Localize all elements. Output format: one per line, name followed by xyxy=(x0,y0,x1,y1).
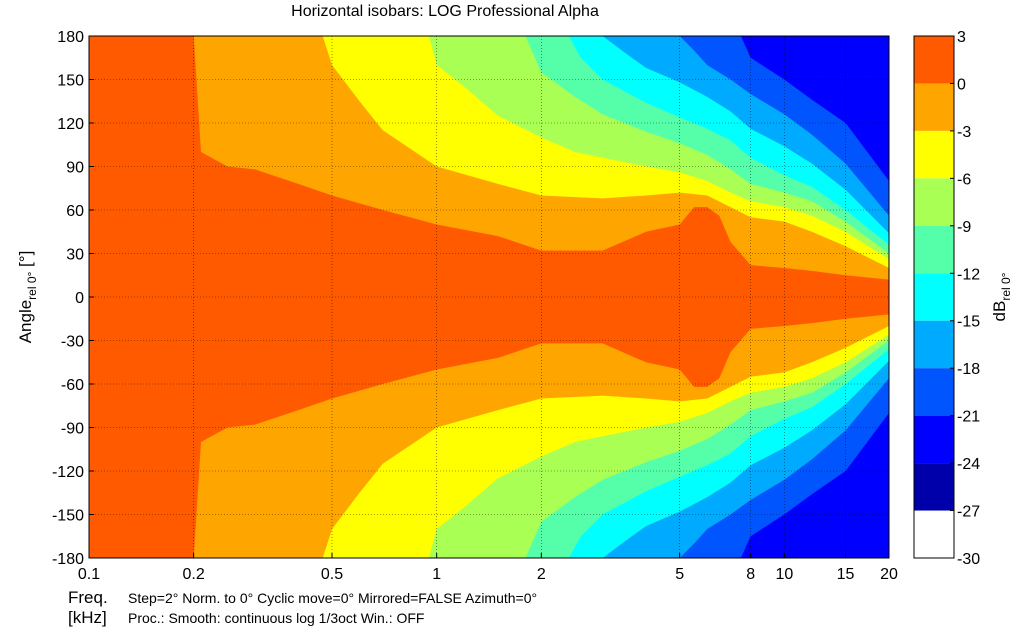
x-tick-label: 0.5 xyxy=(321,566,343,583)
band-lower--24 xyxy=(89,413,889,558)
y-tick-label: 120 xyxy=(57,116,84,133)
y-tick-label: -60 xyxy=(61,377,84,394)
colorbar-band xyxy=(914,368,954,416)
colorbar-tick-label: 3 xyxy=(957,29,966,46)
x-tick-label: 15 xyxy=(837,566,855,583)
y-tick-label: 30 xyxy=(66,247,84,264)
x-tick-label: 1 xyxy=(432,566,441,583)
colorbar-label: dBrel 0° xyxy=(990,272,1013,321)
colorbar-tick-label: -27 xyxy=(957,504,980,521)
y-tick-label: -180 xyxy=(52,551,84,568)
footer-info: Freq. Step=2° Norm. to 0° Cyclic move=0° … xyxy=(68,588,537,628)
x-tick-label: 0.1 xyxy=(78,566,100,583)
y-tick-label: -30 xyxy=(61,334,84,351)
y-tick-label: 60 xyxy=(66,203,84,220)
colorbar-tick-label: -18 xyxy=(957,361,980,378)
grid-lines xyxy=(89,36,889,558)
band-upper--18 xyxy=(89,36,889,234)
x-tick-label: 0.2 xyxy=(183,566,205,583)
x-tick-label: 20 xyxy=(880,566,898,583)
colorbar-tick-label: -9 xyxy=(957,219,971,236)
y-tick-label: 180 xyxy=(57,29,84,46)
x-tick-label: 2 xyxy=(537,566,546,583)
footer-settings-line: Step=2° Norm. to 0° Cyclic move=0° Mirro… xyxy=(128,590,538,606)
y-tick-label: -90 xyxy=(61,421,84,438)
colorbar-band xyxy=(914,463,954,511)
colorbar-tick-label: -21 xyxy=(957,409,980,426)
band-upper--15 xyxy=(89,36,889,245)
colorbar-tick-label: -12 xyxy=(957,266,980,283)
y-tick-label: 90 xyxy=(66,160,84,177)
x-tick-label: 5 xyxy=(675,566,684,583)
x-tick-label: 10 xyxy=(775,566,793,583)
colorbar-frame xyxy=(913,35,955,559)
band-lower--18 xyxy=(89,360,889,558)
colorbar-band xyxy=(914,273,954,321)
colorbar-band xyxy=(914,130,954,179)
footer-processing-line: Proc.: Smooth: continuous log 1/3oct Win… xyxy=(128,610,425,626)
colorbar-tick-label: -6 xyxy=(957,171,971,188)
colorbar-band xyxy=(914,225,954,274)
y-tick-label: 150 xyxy=(57,73,84,90)
y-axis: 180 150 120 90 60 30 0 -30 -60 -90 -120 -150 -180 xyxy=(52,29,94,568)
colorbar-band xyxy=(914,36,954,84)
colorbar-band xyxy=(914,178,954,226)
colorbar: 3 0 -3 -6 -9 -12 -15 -18 -21 -24 -27 -30 xyxy=(913,29,980,568)
colorbar-band xyxy=(914,415,954,464)
y-tick-label: 0 xyxy=(75,290,84,307)
band-upper--24 xyxy=(89,36,889,181)
y-axis-label: Anglerel 0° [°] xyxy=(16,251,39,344)
x-tick-label: 8 xyxy=(746,566,755,583)
y-tick-label: -150 xyxy=(52,508,84,525)
colorbar-band xyxy=(914,320,954,369)
y-tick-label: -120 xyxy=(52,464,84,481)
colorbar-band xyxy=(914,83,954,131)
x-axis: 0.1 0.2 0.5 1 2 5 8 10 15 20 xyxy=(78,553,898,583)
x-axis-label: Freq. xyxy=(68,588,108,607)
colorbar-tick-label: -24 xyxy=(957,456,980,473)
colorbar-tick-label: -15 xyxy=(957,314,980,331)
x-axis-unit: [kHz] xyxy=(68,608,107,627)
chart-title: Horizontal isobars: LOG Professional Alp… xyxy=(291,3,599,20)
colorbar-tick-label: 0 xyxy=(957,76,966,93)
colorbar-tick-label: -3 xyxy=(957,124,971,141)
colorbar-tick-label: -30 xyxy=(957,551,980,568)
band-lower--15 xyxy=(89,349,889,558)
